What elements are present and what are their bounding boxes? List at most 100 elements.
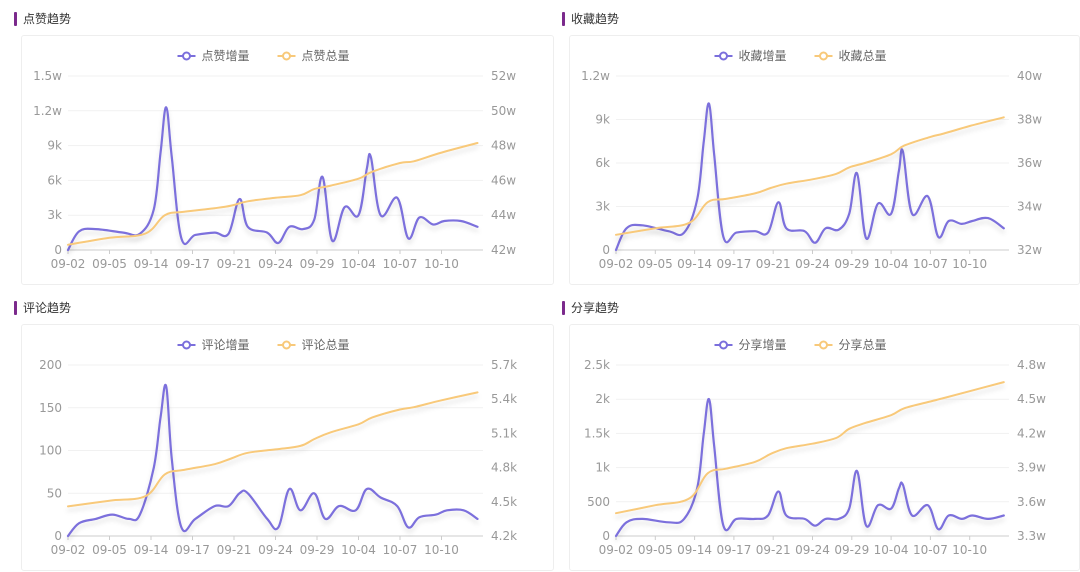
- y-right-tick-label: 50w: [491, 104, 516, 118]
- increment-series-line: [66, 383, 479, 538]
- x-tick-label: 09-14: [134, 543, 169, 557]
- legend-swatch-marker: [719, 340, 728, 350]
- title-accent-bar: [562, 301, 565, 315]
- y-right-tick-label: 42w: [491, 243, 516, 257]
- chart-legend: 点赞增量 点赞总量: [177, 49, 350, 63]
- y-left-tick-label: 2.5k: [584, 358, 610, 372]
- panel-title-text: 评论趋势: [23, 301, 72, 315]
- favorites-trend-chart: 0 3k 6k 9k 1.2w 32w 34w 36w 38w 40w 09-02 09-05 09-1…: [581, 49, 1042, 271]
- legend-swatch-marker: [719, 51, 728, 61]
- y-left-tick-label: 1.2w: [33, 104, 62, 118]
- y-right-tick-label: 5.7k: [491, 358, 517, 372]
- x-tick-label: 10-10: [952, 257, 987, 271]
- comments-trend-chart: 0 50 100 150 200 4.2k 4.5k 4.8k 5.1k 5.4k 5.7k 09-0…: [39, 338, 517, 557]
- x-tick-label: 09-05: [92, 543, 127, 557]
- x-tick-label: 09-29: [300, 257, 335, 271]
- legend-label: 分享增量: [739, 337, 787, 352]
- x-tick-label: 10-07: [913, 543, 948, 557]
- chart-legend: 分享增量 分享总量: [714, 337, 887, 352]
- chart-legend: 评论增量 评论总量: [177, 338, 350, 352]
- x-tick-label: 09-29: [834, 543, 869, 557]
- y-right-tick-label: 5.1k: [491, 426, 517, 440]
- total-series-line: [615, 116, 1005, 236]
- x-tick-label: 10-04: [874, 257, 909, 271]
- panel-title-text: 收藏趋势: [571, 12, 620, 26]
- legend-swatch-marker: [182, 51, 191, 61]
- y-right-tick-label: 38w: [1017, 113, 1042, 127]
- title-accent-bar: [562, 12, 565, 26]
- legend-swatch-marker: [182, 340, 191, 350]
- x-tick-label: 09-05: [638, 543, 673, 557]
- shares-trend-chart: 0 500 1k 1.5k 2k 2.5k 3.3w 3.6w 3.9w 4.2w 4.5w 4.8w…: [584, 337, 1046, 557]
- legend-label: 点赞总量: [302, 49, 350, 63]
- x-tick-label: 10-04: [874, 543, 909, 557]
- y-left-tick-label: 6k: [595, 156, 610, 170]
- y-right-tick-label: 5.4k: [491, 392, 517, 406]
- y-right-tick-label: 4.5w: [1017, 392, 1046, 406]
- y-left-tick-label: 500: [587, 495, 610, 509]
- y-left-tick-label: 6k: [47, 173, 62, 187]
- legend-label: 评论总量: [302, 338, 350, 352]
- chart-legend: 收藏增量 收藏总量: [714, 49, 887, 63]
- y-left-tick-label: 50: [47, 486, 62, 500]
- y-left-tick-label: 0: [54, 243, 62, 257]
- title-accent-bar: [14, 12, 17, 26]
- y-left-tick-label: 9k: [47, 139, 62, 153]
- likes-trend-chart: 0 3k 6k 9k 1.2w 1.5w 42w 44w 46w 48w 50w 52w 09-02 09…: [33, 49, 516, 271]
- y-right-tick-label: 4.2k: [491, 529, 517, 543]
- x-tick-label: 10-04: [341, 257, 376, 271]
- y-right-tick-label: 4.2w: [1017, 426, 1046, 440]
- x-tick-label: 10-07: [383, 257, 418, 271]
- y-right-tick-label: 3.9w: [1017, 461, 1046, 475]
- title-accent-bar: [14, 301, 17, 315]
- x-tick-label: 09-24: [258, 543, 293, 557]
- y-left-tick-label: 3k: [47, 208, 62, 222]
- y-right-tick-label: 4.8k: [491, 461, 517, 475]
- y-right-tick-label: 4.5k: [491, 495, 517, 509]
- x-tick-label: 09-17: [175, 257, 210, 271]
- legend-swatch-marker: [282, 340, 291, 350]
- y-right-tick-label: 48w: [491, 139, 516, 153]
- legend-swatch-marker: [819, 51, 828, 61]
- x-tick-label: 09-02: [599, 257, 634, 271]
- total-series-line: [67, 142, 479, 246]
- x-tick-label: 09-21: [756, 257, 791, 271]
- x-tick-label: 09-02: [599, 543, 634, 557]
- y-left-tick-label: 1.2w: [581, 69, 610, 83]
- x-tick-label: 09-17: [716, 257, 751, 271]
- y-right-tick-label: 32w: [1017, 243, 1042, 257]
- y-left-tick-label: 0: [602, 243, 610, 257]
- x-tick-label: 10-10: [952, 543, 987, 557]
- total-series-line: [67, 391, 479, 508]
- y-left-tick-label: 1.5k: [584, 426, 610, 440]
- chart-card-likes: 0 3k 6k 9k 1.2w 1.5w 42w 44w 46w 48w 50w 52w 09-02 09…: [21, 35, 554, 285]
- y-right-tick-label: 4.8w: [1017, 358, 1046, 372]
- x-tick-label: 09-24: [795, 543, 830, 557]
- legend-label: 点赞增量: [202, 49, 250, 63]
- x-tick-label: 09-17: [175, 543, 210, 557]
- x-tick-label: 10-10: [424, 257, 459, 271]
- x-tick-label: 09-02: [51, 543, 86, 557]
- x-tick-label: 09-21: [756, 543, 791, 557]
- y-left-tick-label: 2k: [595, 392, 610, 406]
- x-tick-label: 10-07: [913, 257, 948, 271]
- x-tick-label: 09-14: [134, 257, 169, 271]
- y-left-tick-label: 0: [54, 529, 62, 543]
- y-left-tick-label: 3k: [595, 200, 610, 214]
- chart-card-shares: 0 500 1k 1.5k 2k 2.5k 3.3w 3.6w 3.9w 4.2w 4.5w 4.8w…: [569, 324, 1080, 571]
- y-left-tick-label: 150: [39, 401, 62, 415]
- chart-card-favorites: 0 3k 6k 9k 1.2w 32w 34w 36w 38w 40w 09-02 09-05 09-1…: [569, 35, 1080, 285]
- x-tick-label: 09-05: [92, 257, 127, 271]
- increment-series-line: [66, 106, 479, 252]
- x-tick-label: 09-14: [677, 543, 712, 557]
- y-right-tick-label: 44w: [491, 208, 516, 222]
- x-tick-label: 09-29: [834, 257, 869, 271]
- y-left-tick-label: 9k: [595, 113, 610, 127]
- x-tick-label: 09-24: [795, 257, 830, 271]
- y-right-tick-label: 36w: [1017, 156, 1042, 170]
- legend-label: 收藏总量: [839, 49, 887, 63]
- y-right-tick-label: 40w: [1017, 69, 1042, 83]
- y-right-tick-label: 34w: [1017, 200, 1042, 214]
- y-left-tick-label: 0: [602, 529, 610, 543]
- increment-series-line: [614, 398, 1005, 538]
